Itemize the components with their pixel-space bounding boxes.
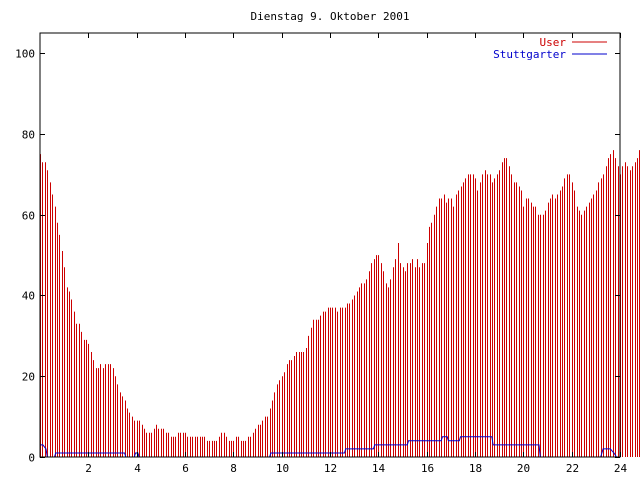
legend-label-user: User [540, 36, 567, 49]
y-tick-label: 20 [22, 371, 35, 384]
x-tick-label: 8 [230, 462, 237, 475]
x-tick-label: 10 [276, 462, 289, 475]
user-series-bars [40, 150, 640, 457]
x-tick-label: 12 [324, 462, 337, 475]
x-tick-label: 4 [134, 462, 141, 475]
x-tick-label: 24 [614, 462, 628, 475]
chart-title: Dienstag 9. Oktober 2001 [251, 10, 410, 23]
legend-label-stuttgarter: Stuttgarter [493, 48, 566, 61]
x-tick-label: 22 [566, 462, 579, 475]
y-tick-label: 40 [22, 290, 35, 303]
y-tick-label: 0 [28, 452, 35, 465]
x-tick-label: 2 [85, 462, 92, 475]
stuttgarter-series [40, 436, 617, 458]
x-tick-label: 14 [372, 462, 386, 475]
y-tick-label: 80 [22, 129, 35, 142]
x-tick-label: 16 [421, 462, 434, 475]
x-tick-label: 6 [182, 462, 189, 475]
y-tick-label: 100 [15, 48, 35, 61]
y-tick-label: 60 [22, 210, 35, 223]
legend: User Stuttgarter [493, 36, 607, 61]
x-tick-label: 20 [517, 462, 530, 475]
x-tick-label: 18 [469, 462, 482, 475]
stuttgarter-line [40, 436, 617, 458]
